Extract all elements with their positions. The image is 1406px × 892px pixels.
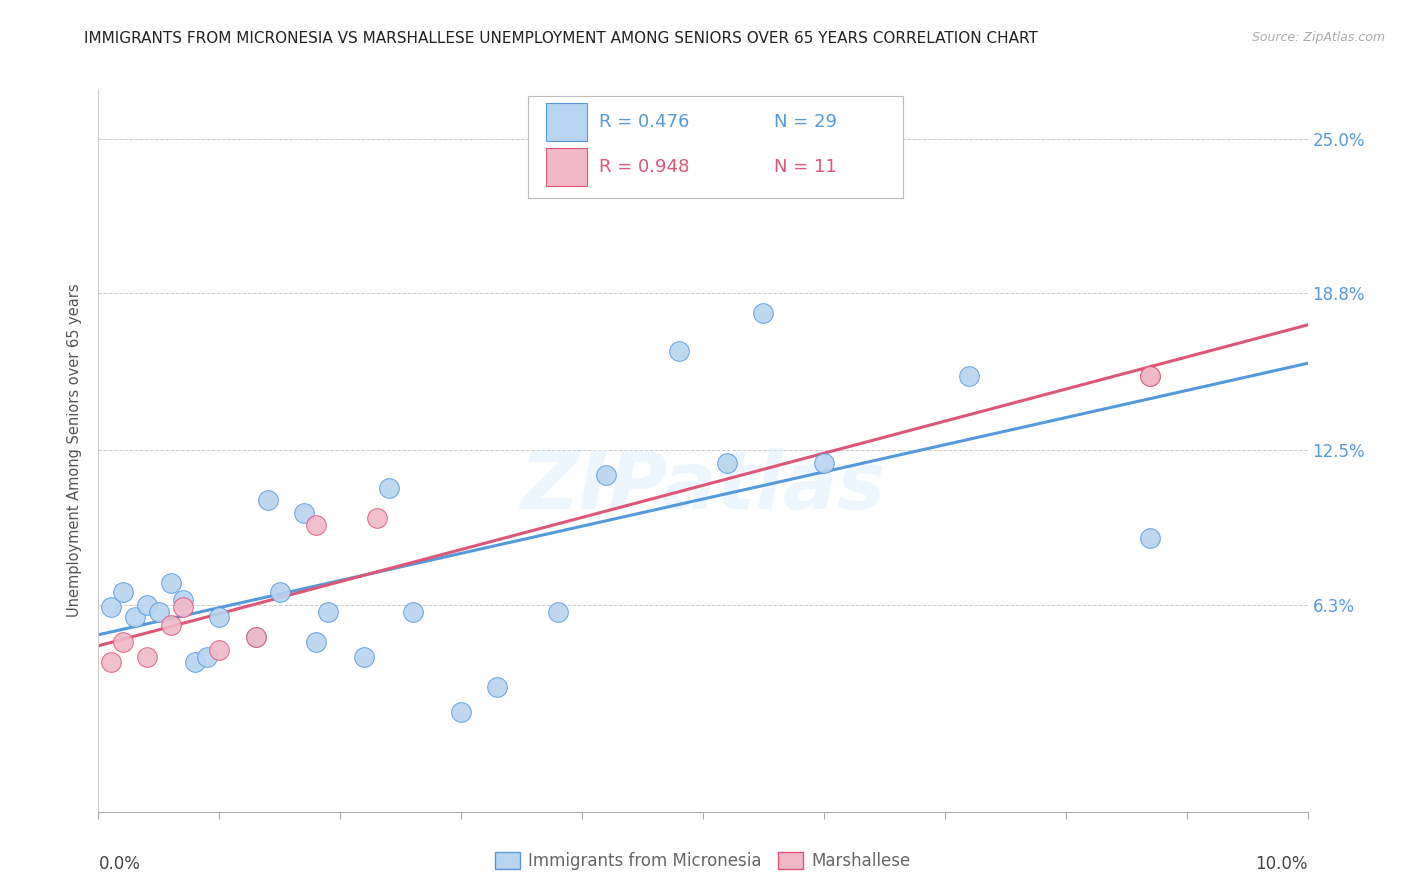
Point	[316, 606, 339, 620]
Point	[292, 506, 315, 520]
Point	[160, 618, 183, 632]
Text: 10.0%: 10.0%	[1256, 855, 1308, 873]
Point	[353, 650, 375, 665]
Point	[813, 456, 835, 470]
Text: N = 29: N = 29	[775, 113, 838, 131]
Point	[450, 705, 472, 719]
FancyBboxPatch shape	[546, 148, 586, 186]
Point	[752, 306, 775, 320]
Legend: Immigrants from Micronesia, Marshallese: Immigrants from Micronesia, Marshallese	[488, 845, 918, 877]
Point	[366, 510, 388, 524]
Point	[256, 493, 278, 508]
Point	[668, 343, 690, 358]
Point	[245, 630, 267, 644]
Point	[111, 585, 134, 599]
Point	[148, 606, 170, 620]
Point	[111, 635, 134, 649]
Point	[135, 598, 157, 612]
Text: Source: ZipAtlas.com: Source: ZipAtlas.com	[1251, 31, 1385, 45]
Point	[547, 606, 569, 620]
Point	[377, 481, 399, 495]
Text: N = 11: N = 11	[775, 158, 837, 177]
Point	[135, 650, 157, 665]
FancyBboxPatch shape	[546, 103, 586, 141]
Text: IMMIGRANTS FROM MICRONESIA VS MARSHALLESE UNEMPLOYMENT AMONG SENIORS OVER 65 YEA: IMMIGRANTS FROM MICRONESIA VS MARSHALLES…	[84, 31, 1038, 46]
Point	[184, 655, 207, 669]
Point	[402, 606, 425, 620]
Point	[716, 456, 738, 470]
Text: ZIPatlas: ZIPatlas	[520, 448, 886, 525]
Text: R = 0.948: R = 0.948	[599, 158, 689, 177]
Point	[305, 518, 328, 533]
Point	[172, 600, 194, 615]
Point	[269, 585, 291, 599]
Point	[957, 368, 980, 383]
Point	[595, 468, 617, 483]
Text: R = 0.476: R = 0.476	[599, 113, 689, 131]
Point	[172, 593, 194, 607]
Point	[1139, 368, 1161, 383]
FancyBboxPatch shape	[527, 96, 903, 198]
Point	[100, 600, 122, 615]
Point	[1139, 531, 1161, 545]
Point	[1139, 368, 1161, 383]
Point	[100, 655, 122, 669]
Point	[486, 680, 509, 694]
Point	[245, 630, 267, 644]
Y-axis label: Unemployment Among Seniors over 65 years: Unemployment Among Seniors over 65 years	[67, 284, 83, 617]
Point	[124, 610, 146, 624]
Point	[160, 575, 183, 590]
Point	[195, 650, 218, 665]
Point	[208, 610, 231, 624]
Point	[305, 635, 328, 649]
Point	[208, 642, 231, 657]
Text: 0.0%: 0.0%	[98, 855, 141, 873]
